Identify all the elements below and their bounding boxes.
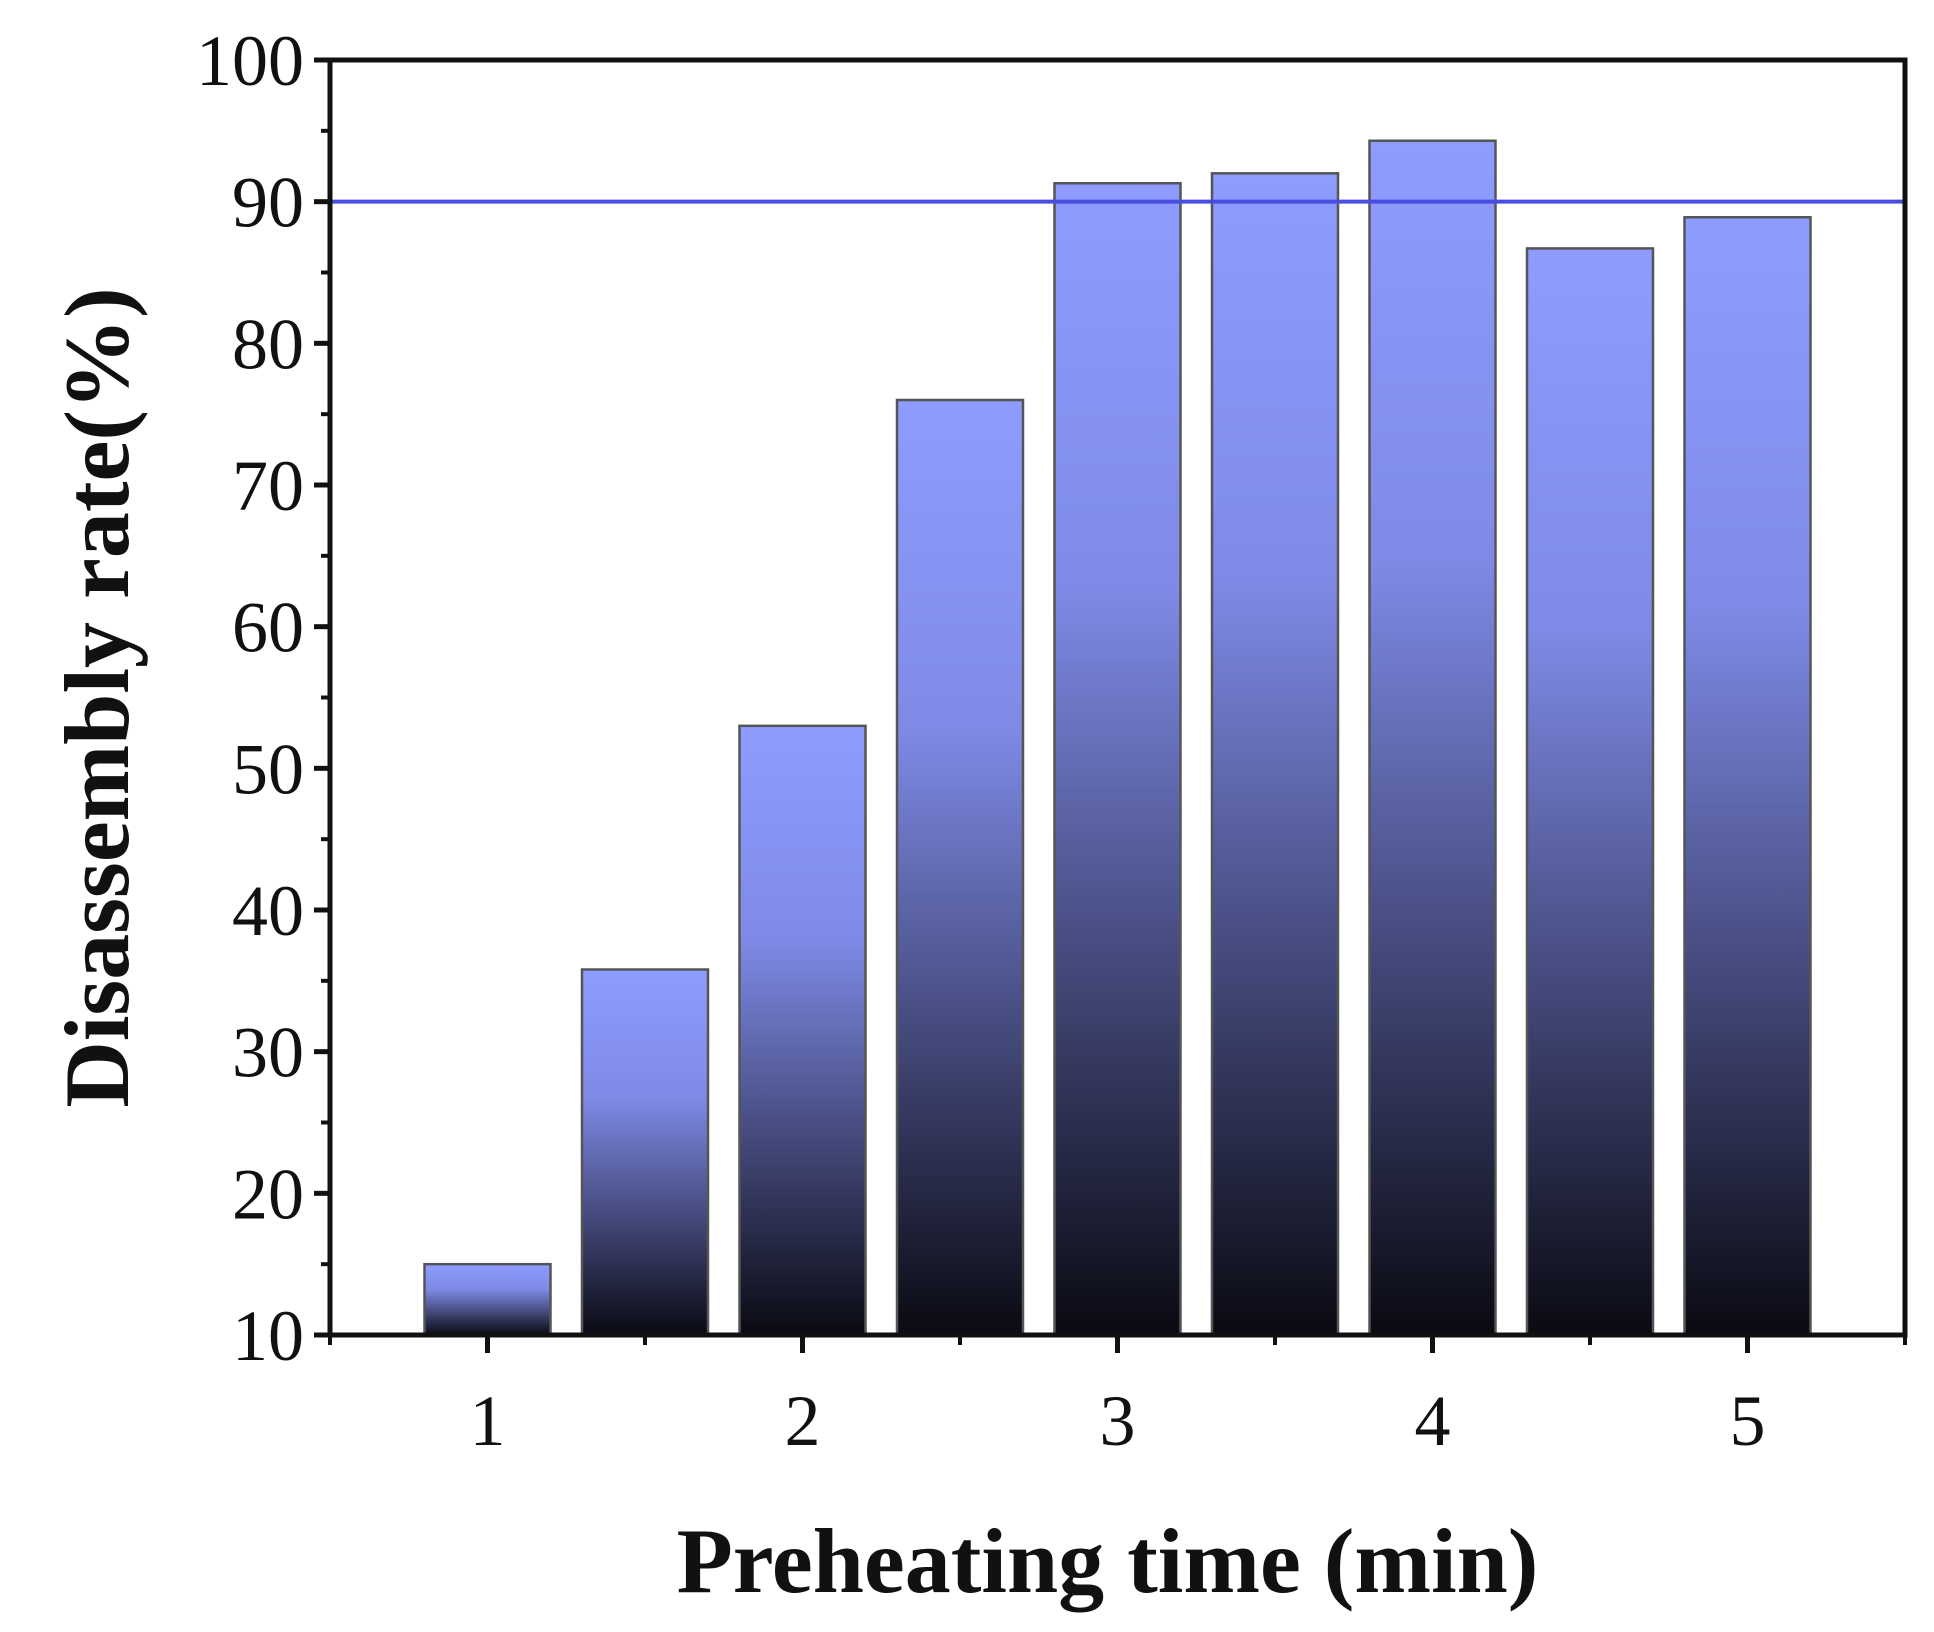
bars-group bbox=[423, 139, 1812, 1337]
y-tick-label-60: 60 bbox=[232, 588, 304, 668]
y-tick-label-20: 20 bbox=[232, 1154, 304, 1234]
x-tick-label-5: 5 bbox=[1730, 1381, 1766, 1461]
y-axis-title: Disassembly rate(%) bbox=[46, 287, 148, 1107]
bar-8 bbox=[1525, 247, 1655, 1337]
bar-2 bbox=[580, 968, 710, 1337]
bar-4 bbox=[895, 398, 1025, 1337]
x-tick-label-2: 2 bbox=[785, 1381, 821, 1461]
y-tick-label-40: 40 bbox=[232, 871, 304, 951]
x-axis-title: Preheating time (min) bbox=[677, 1510, 1539, 1612]
axis-ticks bbox=[314, 57, 1907, 1353]
y-tick-label-70: 70 bbox=[232, 446, 304, 526]
y-tick-label-30: 30 bbox=[232, 1013, 304, 1093]
x-tick-label-4: 4 bbox=[1415, 1381, 1451, 1461]
x-tick-label-1: 1 bbox=[470, 1381, 506, 1461]
y-tick-label-80: 80 bbox=[232, 304, 304, 384]
bar-3 bbox=[738, 724, 867, 1337]
tick-labels: 10 20 30 40 50 60 70 80 90 100 1 2 3 4 5 bbox=[196, 21, 1766, 1461]
y-tick-label-50: 50 bbox=[232, 729, 304, 809]
bar-7 bbox=[1368, 139, 1497, 1337]
bar-6 bbox=[1210, 172, 1340, 1337]
x-tick-label-3: 3 bbox=[1100, 1381, 1136, 1461]
bar-9 bbox=[1683, 216, 1812, 1337]
y-tick-label-90: 90 bbox=[232, 163, 304, 243]
y-tick-label-100: 100 bbox=[196, 21, 304, 101]
bar-5 bbox=[1053, 182, 1182, 1337]
plot-frame bbox=[327, 57, 1908, 1338]
y-tick-label-10: 10 bbox=[232, 1296, 304, 1376]
bar-1 bbox=[423, 1262, 552, 1337]
